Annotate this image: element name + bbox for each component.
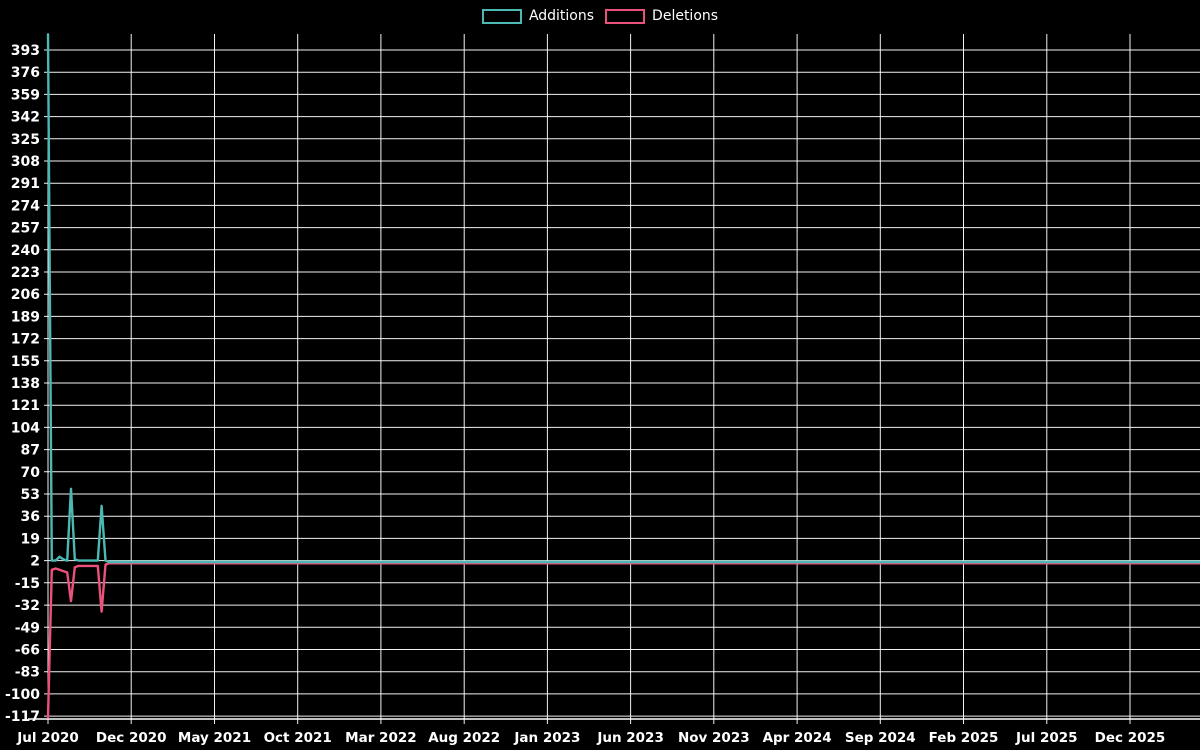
y-axis-tick-label: 2 <box>30 554 40 570</box>
y-axis-tick-label: 189 <box>11 309 40 325</box>
y-axis-tick-label: -49 <box>15 620 40 636</box>
vertical-gridlines <box>47 34 1131 724</box>
y-axis-tick-label: 274 <box>11 198 40 214</box>
y-axis-tick-label: 206 <box>11 287 40 303</box>
y-axis-tick-label: 257 <box>11 221 40 237</box>
x-axis-tick-label: Mar 2022 <box>345 730 416 746</box>
deletions-series-label: Deletions <box>652 8 719 24</box>
x-axis-tick-label: Dec 2025 <box>1095 730 1166 746</box>
y-axis-tick-label: 87 <box>21 443 40 459</box>
x-axis-tick-label: Apr 2024 <box>763 730 832 746</box>
deletions-series-swatch <box>605 8 646 24</box>
additions-series-label: Additions <box>528 8 595 24</box>
y-axis-tick-label: -100 <box>5 687 40 703</box>
x-axis-tick-label: Jul 2020 <box>16 730 79 746</box>
y-axis-tick-label: 376 <box>11 65 40 81</box>
x-axis-tick-label: Dec 2020 <box>96 730 167 746</box>
x-axis-tick-label: Jun 2023 <box>596 730 664 746</box>
y-axis-tick-label: 325 <box>11 132 40 148</box>
y-axis-tick-label: 223 <box>11 265 40 281</box>
y-axis-tick-label: 240 <box>11 243 40 259</box>
y-axis-tick-labels: 393 376 359 342 325 308 291 274 257 240 223 206 189 1… <box>5 43 40 725</box>
x-axis-tick-label: Sep 2024 <box>845 730 916 746</box>
y-axis-tick-label: 138 <box>11 376 40 392</box>
x-axis-tick-label: Aug 2022 <box>428 730 500 746</box>
y-axis-tick-label: 36 <box>21 509 40 525</box>
x-axis-tick-label: Nov 2023 <box>678 730 750 746</box>
series-lines <box>46 33 1200 719</box>
legend-item-additions: Additions <box>481 8 595 24</box>
deletions-line <box>46 562 1200 719</box>
y-axis-tick-label: 393 <box>11 43 40 59</box>
y-axis-tick-label: 121 <box>11 398 40 414</box>
y-axis-tick-label: -83 <box>15 665 40 681</box>
y-axis-tick-label: -66 <box>15 643 40 659</box>
y-axis-tick-label: 53 <box>21 487 40 503</box>
additions-line <box>46 33 1200 564</box>
y-axis-tick-label: 291 <box>11 176 40 192</box>
y-axis-tick-label: 155 <box>11 354 40 370</box>
y-axis-tick-label: 342 <box>11 110 40 126</box>
x-axis-tick-label: Jan 2023 <box>513 730 580 746</box>
y-axis-tick-label: -15 <box>15 576 40 592</box>
x-axis-tick-label: Oct 2021 <box>264 730 332 746</box>
additions-series-swatch <box>481 8 522 24</box>
y-axis-tick-label: 70 <box>21 465 41 481</box>
x-axis-tick-label: May 2021 <box>178 730 251 746</box>
x-axis-tick-label: Feb 2025 <box>929 730 999 746</box>
x-axis-tick-label: Jul 2025 <box>1015 730 1078 746</box>
y-axis-tick-label: -32 <box>15 598 40 614</box>
x-axis-tick-labels: Jul 2020 Dec 2020 May 2021 Oct 2021 Mar 2022… <box>16 730 1165 746</box>
y-axis-tick-label: 19 <box>21 531 40 547</box>
y-axis-tick-label: -117 <box>5 709 40 725</box>
legend-item-deletions: Deletions <box>605 8 718 24</box>
horizontal-gridlines <box>44 49 1200 717</box>
y-axis-tick-label: 172 <box>11 332 40 348</box>
chart-legend: Additions Deletions <box>0 8 1200 24</box>
y-axis-tick-label: 359 <box>11 87 40 103</box>
y-axis-tick-label: 308 <box>11 154 40 170</box>
y-axis-tick-label: 104 <box>11 420 40 436</box>
